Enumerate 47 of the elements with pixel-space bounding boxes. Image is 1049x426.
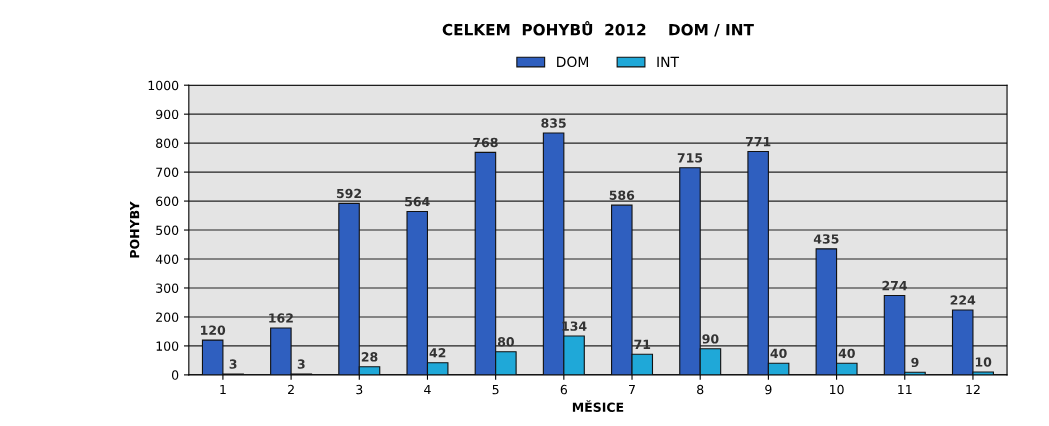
data-label: 162 [269,313,293,323]
x-tick-label: 2 [288,384,294,395]
data-label: 715 [677,153,703,163]
y-tick-label: 100 [156,341,179,351]
x-tick-label: 1 [220,384,226,395]
data-label: 28 [361,352,378,362]
y-tick-label: 400 [155,254,179,264]
x-tick-label: 3 [356,384,363,395]
y-tick-label: 700 [156,167,179,178]
x-tick-label: 7 [629,384,635,395]
data-label: 586 [609,190,635,200]
data-label: 9 [911,357,919,368]
x-axis-title: MĚSICE [572,400,624,412]
y-tick-label: 1000 [148,80,179,91]
data-label: 80 [497,337,514,347]
data-label: 435 [813,234,839,244]
legend-label: DOM [557,56,588,68]
y-tick-label: 600 [156,196,179,206]
data-label: 835 [541,118,566,128]
legend-label: INT [657,56,680,67]
x-tick-label: 10 [830,384,844,395]
data-label: 592 [336,188,362,199]
data-label: 224 [950,295,976,305]
x-tick-label: 12 [966,384,980,395]
data-label: 3 [297,359,305,369]
y-tick-label: 200 [156,312,179,322]
y-axis-title: POHYBY [129,201,140,258]
x-tick-label: 5 [492,384,499,395]
data-label: 40 [770,348,787,359]
data-label: 10 [975,357,992,367]
data-label: 3 [229,359,237,369]
y-tick-label: 0 [171,370,179,380]
data-label: 274 [882,280,908,291]
x-tick-label: 6 [560,384,568,395]
data-label: 90 [702,334,719,344]
data-label: 120 [201,325,226,335]
chart-title: CELKEM POHYBŮ 2012 DOM / INT [442,21,754,37]
y-tick-label: 300 [156,283,179,293]
data-label: 42 [429,348,446,358]
x-tick-label: 11 [898,384,912,395]
y-tick-label: 500 [156,225,179,235]
x-tick-label: 4 [424,384,431,395]
y-tick-label: 800 [156,138,179,149]
x-tick-label: 8 [697,384,704,395]
y-tick-label: 900 [156,109,179,120]
x-tick-label: 9 [765,384,772,395]
data-label: 40 [838,348,855,359]
